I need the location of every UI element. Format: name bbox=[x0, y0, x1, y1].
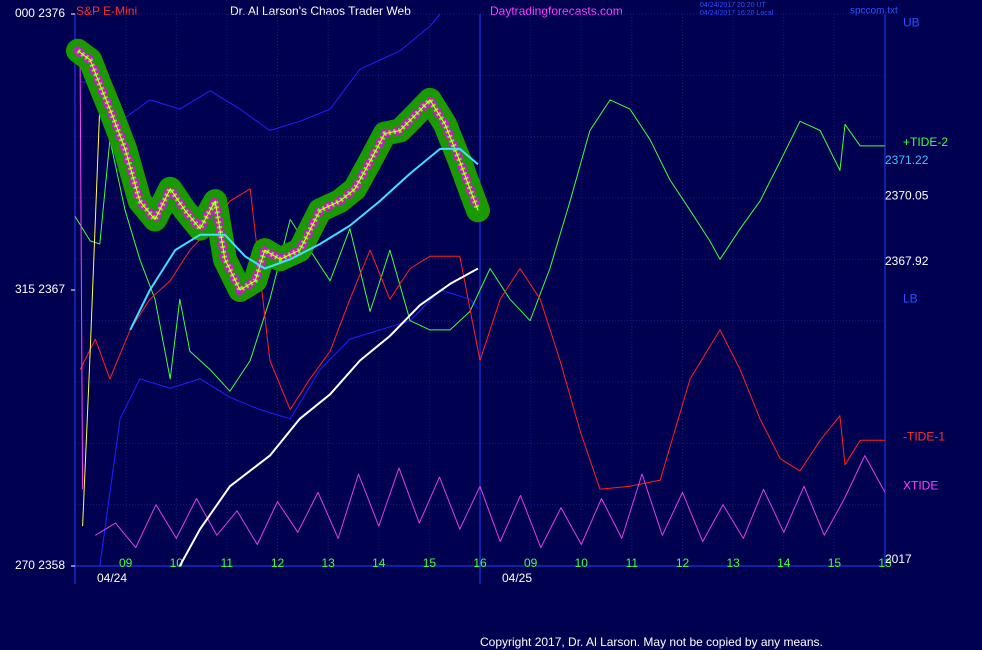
right-label: 2370.05 bbox=[885, 189, 929, 203]
right-label: -TIDE-1 bbox=[903, 429, 945, 443]
series-line bbox=[77, 50, 479, 291]
x-tick-label: 10 bbox=[575, 556, 589, 570]
x-tick-label: 14 bbox=[372, 556, 386, 570]
x-tick-label: 09 bbox=[119, 556, 133, 570]
y-tick-label: 000 2376 bbox=[15, 6, 65, 20]
copyright: Copyright 2017, Dr. Al Larson. May not b… bbox=[480, 635, 823, 649]
x-tick-label: 09 bbox=[524, 556, 538, 570]
timestamp-local: 04/24/2017 16:20 Local bbox=[700, 10, 774, 17]
right-label: 2367.92 bbox=[885, 254, 929, 268]
date-label: 04/25 bbox=[502, 571, 532, 585]
file-name: spccom.txt bbox=[850, 6, 898, 17]
series-line bbox=[129, 147, 479, 331]
x-tick-label: 15 bbox=[828, 556, 842, 570]
x-tick-label: 11 bbox=[221, 556, 234, 570]
x-tick-label: 13 bbox=[321, 556, 335, 570]
series-line bbox=[74, 99, 885, 392]
timestamp-ut: 04/24/2017 20:20 UT bbox=[700, 2, 766, 9]
right-label: UB bbox=[903, 15, 920, 29]
y-tick-label: 270 2358 bbox=[15, 558, 65, 572]
x-tick-label: 13 bbox=[726, 556, 740, 570]
date-label: 04/24 bbox=[97, 571, 127, 585]
chart-title: Dr. Al Larson's Chaos Trader Web bbox=[230, 4, 411, 18]
plot: 04/24 04/25 000 2376 315 2367 270 2358 09 10 11… bbox=[15, 6, 948, 585]
y-tick-label: 315 2367 bbox=[15, 282, 65, 296]
x-tick-label: 15 bbox=[423, 556, 437, 570]
right-label: 2371.22 bbox=[885, 153, 929, 167]
series-line bbox=[95, 455, 886, 549]
x-tick-label: 11 bbox=[626, 556, 639, 570]
right-label: XTIDE bbox=[903, 478, 938, 492]
x-tick-label: 16 bbox=[473, 556, 487, 570]
x-tick-label: 12 bbox=[271, 556, 285, 570]
right-label: LB bbox=[903, 291, 918, 305]
symbol: S&P E-Mini bbox=[76, 4, 137, 18]
x-tick-label: 13 bbox=[878, 556, 892, 570]
x-tick-label: 10 bbox=[170, 556, 184, 570]
x-tick-label: 14 bbox=[777, 556, 791, 570]
series-line bbox=[82, 93, 101, 527]
series-line bbox=[99, 289, 479, 567]
x-tick-label: 12 bbox=[676, 556, 690, 570]
right-label: +TIDE-2 bbox=[903, 135, 948, 149]
series-line bbox=[178, 267, 479, 567]
right-label: 2017 bbox=[885, 552, 912, 566]
website: Daytradingforecasts.com bbox=[490, 4, 623, 18]
